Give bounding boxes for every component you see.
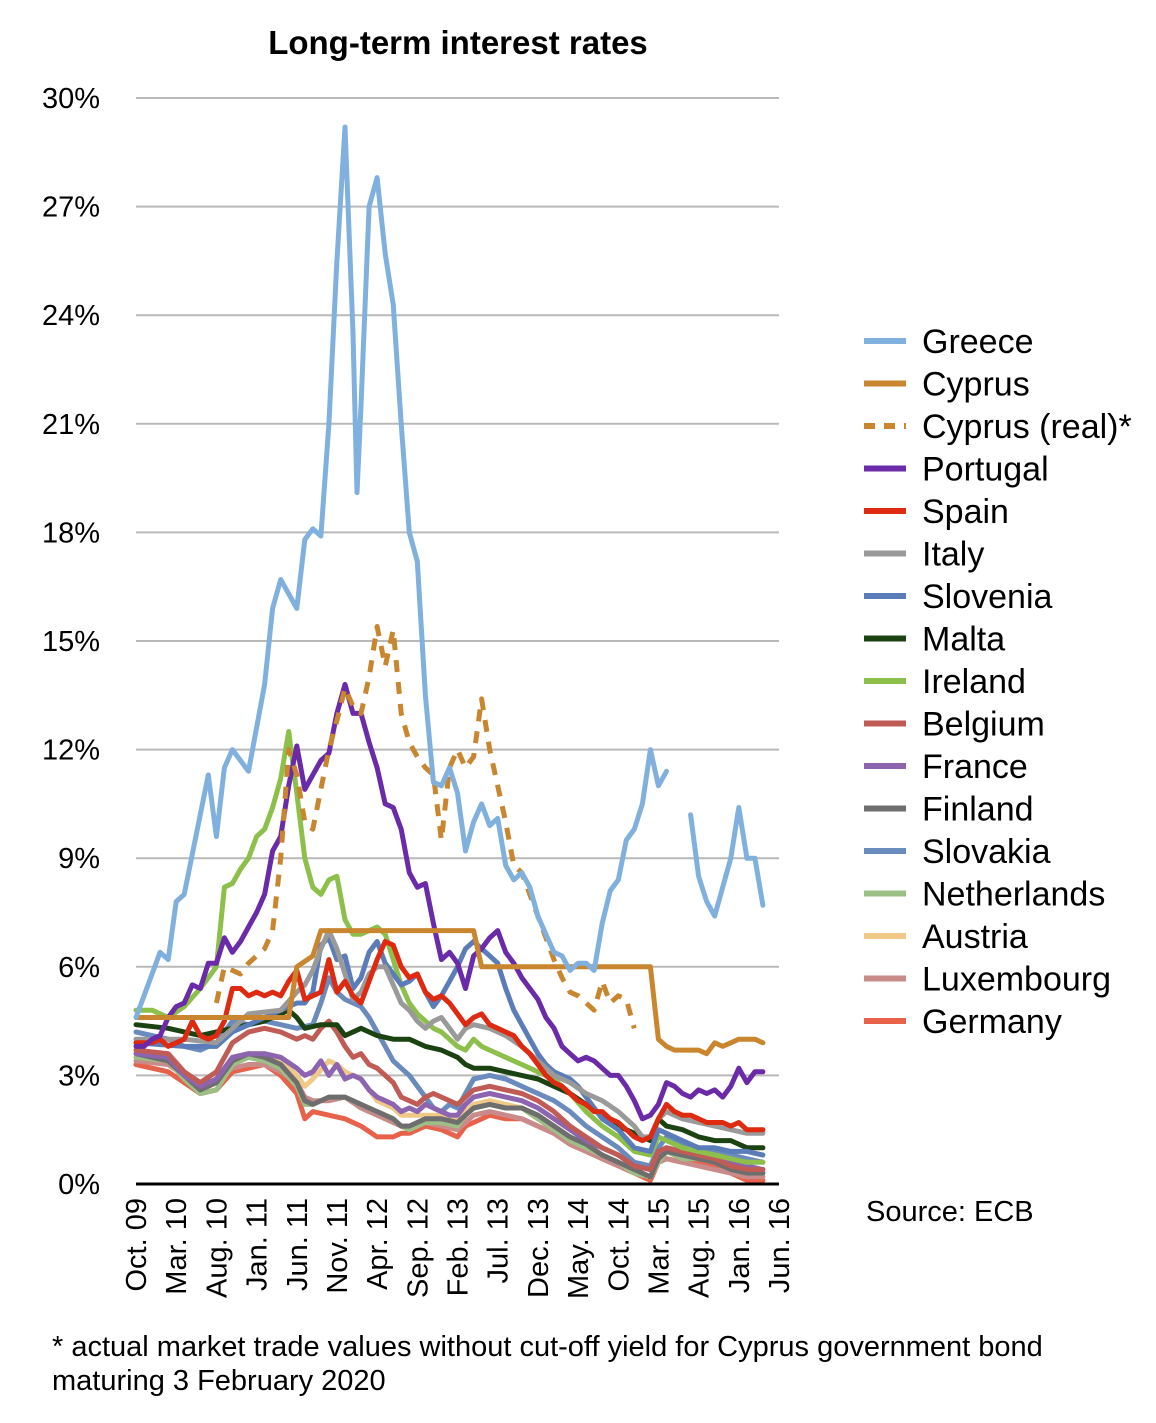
legend-label: Germany xyxy=(922,1003,1062,1041)
chart-title: Long-term interest rates xyxy=(268,24,648,61)
x-tick-label: Nov. 11 xyxy=(322,1198,354,1294)
y-tick-label: 18% xyxy=(42,517,100,549)
legend-label: Greece xyxy=(922,323,1034,361)
x-tick-label: Jul. 13 xyxy=(483,1198,515,1283)
x-tick-label: Feb. 13 xyxy=(443,1198,475,1296)
legend-label: Belgium xyxy=(922,706,1045,744)
legend-label: Luxembourg xyxy=(922,961,1111,999)
legend-label: Austria xyxy=(922,918,1028,956)
data-series xyxy=(133,124,766,1183)
x-tick-label: Dec. 13 xyxy=(523,1198,555,1298)
legend-label: Spain xyxy=(922,493,1009,531)
x-tick-label: Jan. 11 xyxy=(242,1198,274,1291)
series-line-spain xyxy=(133,939,766,1144)
series-line-portugal xyxy=(133,681,766,1122)
x-tick-label: Oct. 09 xyxy=(121,1198,153,1292)
legend-label: France xyxy=(922,748,1028,786)
y-tick-label: 15% xyxy=(42,626,100,658)
series-line-belgium xyxy=(133,1018,766,1172)
legend-label: Slovenia xyxy=(922,578,1053,616)
y-tick-label: 12% xyxy=(42,735,100,767)
legend-label: Italy xyxy=(922,536,984,574)
y-tick-label: 30% xyxy=(42,83,100,115)
y-tick-label: 27% xyxy=(42,192,100,224)
y-tick-label: 9% xyxy=(58,843,100,875)
series-line-greece xyxy=(133,124,669,1020)
legend-label: Cyprus (real)* xyxy=(922,408,1132,446)
y-tick-label: 6% xyxy=(58,952,100,984)
x-tick-label: Oct. 14 xyxy=(603,1198,635,1292)
legend-label: Ireland xyxy=(922,663,1026,701)
series-line-finland xyxy=(133,1051,766,1180)
x-axis-tick-labels: Oct. 09 Mar. 10 Aug. 10 Jan. 11 Jun. 11 Nov. … xyxy=(121,1198,796,1299)
x-tick-label: May. 14 xyxy=(563,1198,595,1299)
x-tick-label: Apr. 12 xyxy=(362,1198,394,1290)
x-tick-label: Mar. 15 xyxy=(643,1198,675,1295)
x-tick-label: Jun. 11 xyxy=(282,1198,314,1291)
legend-label: Netherlands xyxy=(922,876,1105,914)
y-tick-label: 3% xyxy=(58,1060,100,1092)
series-line-cyprus xyxy=(133,928,766,1057)
source-label: Source: ECB xyxy=(866,1196,1034,1228)
legend-label: Cyprus xyxy=(922,366,1030,404)
legend-label: Portugal xyxy=(922,451,1049,489)
y-axis-tick-labels: 0% 3% 6% 9% 12% 15% 18% 21% 24% 27% 30% xyxy=(42,83,100,1201)
x-tick-label: Mar. 10 xyxy=(161,1198,193,1295)
series-line-malta xyxy=(133,1007,766,1151)
footnote: * actual market trade values without cut… xyxy=(52,1331,1043,1397)
legend-label: Slovakia xyxy=(922,833,1051,871)
legend-label: Malta xyxy=(922,621,1005,659)
gridlines xyxy=(136,97,779,1077)
x-tick-label: Aug. 15 xyxy=(684,1198,716,1298)
legend: Greece Cyprus Cyprus (real)* Portugal Spain I… xyxy=(864,323,1132,1041)
x-tick-label: Aug. 10 xyxy=(201,1198,233,1298)
legend-label: Finland xyxy=(922,791,1034,829)
series-line-ireland xyxy=(133,729,766,1165)
x-tick-label: Jun. 16 xyxy=(764,1198,796,1293)
series-line-greece xyxy=(688,805,766,919)
y-tick-label: 24% xyxy=(42,300,100,332)
x-tick-label: Sep. 12 xyxy=(402,1198,434,1298)
x-tick-label: Jan. 16 xyxy=(724,1198,756,1293)
y-tick-label: 0% xyxy=(58,1169,100,1201)
series-line-cyprus-real xyxy=(213,624,637,1029)
y-tick-label: 21% xyxy=(42,409,100,441)
